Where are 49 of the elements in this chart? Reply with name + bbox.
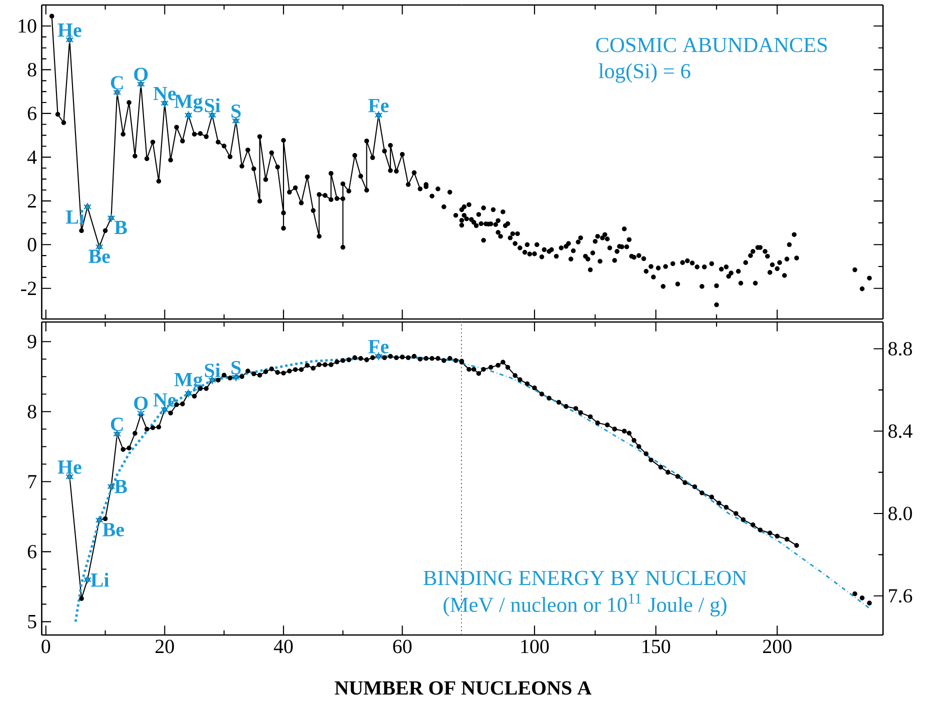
x-axis-title: NUMBER OF NUCLEONS A [334, 681, 592, 695]
annotation: Li [90, 572, 109, 587]
y-tick-label: 0 [28, 238, 36, 252]
text: COSMIC ABUNDANCES [596, 38, 827, 52]
y-tick-label: 9 [28, 334, 36, 348]
annotation: S [231, 104, 241, 118]
y-tick-label: 10 [18, 19, 36, 33]
y-tick-label: 7.6 [889, 589, 912, 603]
y-tick-label: 2 [28, 194, 36, 208]
y-tick-label: 6 [28, 544, 36, 558]
y-tick-label: 8.4 [888, 424, 912, 438]
x-tick-label: 40 [274, 640, 293, 654]
y-tick-label: 6 [28, 106, 36, 120]
annotation: Mg [174, 372, 203, 390]
annotation: He [58, 460, 82, 474]
annotation: B [114, 220, 127, 234]
annotation: Be [88, 250, 110, 264]
annotation: Ne [153, 86, 176, 100]
x-tick-label: 20 [156, 640, 174, 654]
annotation: Fe [368, 340, 389, 354]
annotation: Mg [174, 94, 203, 112]
annotation: Be [102, 523, 124, 536]
annotation: S [231, 360, 241, 374]
y-tick-label: 7 [28, 475, 36, 488]
text: log(Si) = 6 [598, 63, 690, 83]
text: BINDING ENERGY BY NUCLEON [424, 570, 747, 586]
annotation: O [134, 68, 148, 82]
annotation: He [58, 24, 82, 37]
annotation: C [110, 76, 123, 90]
x-tick-label: 0 [42, 640, 50, 654]
x-tick-label: 100 [521, 640, 549, 654]
y-tick-label: 8 [28, 404, 36, 418]
annotation: C [110, 418, 123, 432]
annotation: Si [204, 98, 220, 112]
x-tick-label: 200 [763, 640, 792, 654]
x-tick-label: 60 [393, 640, 412, 654]
annotation: B [114, 480, 127, 494]
y-tick-label: 4 [27, 150, 37, 164]
annotation: Fe [368, 98, 389, 112]
y-tick-label: 8.0 [888, 506, 912, 520]
x-tick-label: 150 [642, 640, 670, 654]
y-tick-label: 8.8 [888, 342, 912, 356]
annotation: Si [204, 363, 220, 378]
annotation: Ne [153, 393, 176, 407]
y-tick-label: 5 [28, 615, 36, 628]
y-tick-label: -2 [21, 282, 36, 296]
annotation: O [134, 396, 148, 410]
text: (MeV / nucleon or 10$^{11}$ Joule / g) [444, 594, 726, 616]
y-tick-label: 8 [28, 62, 36, 76]
